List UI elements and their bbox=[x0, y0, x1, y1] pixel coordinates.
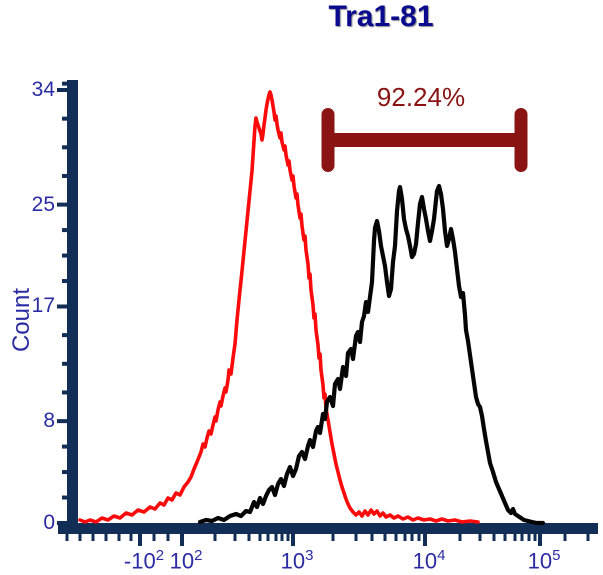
x-axis-line bbox=[58, 523, 598, 534]
x-minor-tick bbox=[533, 527, 537, 541]
x-minor-tick bbox=[586, 527, 590, 541]
y-major-tick bbox=[57, 304, 78, 309]
x-minor-tick bbox=[370, 527, 374, 541]
gate-percentage-label: 92.24% bbox=[376, 82, 466, 112]
x-minor-tick bbox=[403, 527, 407, 541]
x-minor-tick bbox=[166, 527, 170, 541]
x-tick-base: 10 bbox=[280, 548, 306, 574]
y-minor-tick bbox=[62, 444, 78, 449]
y-major-tick bbox=[57, 419, 78, 424]
x-minor-tick bbox=[410, 527, 414, 541]
x-minor-tick bbox=[213, 527, 217, 541]
x-minor-tick bbox=[513, 527, 517, 541]
x-major-tick bbox=[423, 527, 427, 546]
x-tick-label: 102 bbox=[170, 547, 203, 574]
x-minor-tick bbox=[117, 527, 121, 541]
x-minor-tick bbox=[478, 527, 482, 541]
x-minor-tick bbox=[354, 527, 358, 541]
y-tick-label: 0 bbox=[43, 511, 55, 534]
x-minor-tick bbox=[280, 527, 284, 541]
x-tick-base: -10 bbox=[123, 548, 156, 574]
y-major-tick bbox=[57, 87, 78, 92]
x-minor-tick bbox=[394, 527, 398, 541]
y-tick-label: 34 bbox=[31, 77, 55, 101]
x-minor-tick bbox=[65, 527, 69, 541]
x-tick-label: 103 bbox=[281, 547, 314, 574]
x-tick-base: 10 bbox=[169, 548, 195, 574]
x-tick-exponent: 2 bbox=[155, 547, 165, 564]
y-minor-tick bbox=[62, 228, 78, 233]
x-tick-label: -102 bbox=[124, 547, 164, 574]
y-minor-tick bbox=[62, 333, 78, 338]
y-tick-label: 8 bbox=[43, 409, 55, 433]
x-tick-exponent: 3 bbox=[305, 547, 314, 564]
x-minor-tick bbox=[78, 527, 82, 541]
y-minor-tick bbox=[62, 279, 78, 284]
y-minor-tick bbox=[62, 253, 78, 258]
x-tick-label: 105 bbox=[528, 547, 561, 574]
y-minor-tick bbox=[62, 81, 78, 86]
x-tick-base: 10 bbox=[527, 548, 553, 574]
gate-left-cap[interactable] bbox=[321, 108, 335, 172]
x-major-tick bbox=[138, 527, 142, 546]
red-histogram-curve bbox=[78, 90, 480, 524]
x-minor-tick bbox=[233, 527, 237, 541]
x-tick-base: 10 bbox=[412, 548, 438, 574]
x-minor-tick bbox=[129, 527, 133, 541]
y-minor-tick bbox=[62, 361, 78, 366]
x-major-tick bbox=[180, 527, 184, 546]
x-minor-tick bbox=[152, 527, 156, 541]
x-minor-tick bbox=[247, 527, 251, 541]
x-minor-tick bbox=[258, 527, 262, 541]
x-minor-tick bbox=[417, 527, 421, 541]
y-minor-tick bbox=[62, 145, 78, 150]
y-minor-tick bbox=[62, 495, 78, 500]
y-major-tick bbox=[57, 202, 78, 207]
x-minor-tick bbox=[458, 527, 462, 541]
y-minor-tick bbox=[62, 173, 78, 178]
x-tick-exponent: 2 bbox=[194, 547, 203, 564]
x-tick-exponent: 4 bbox=[437, 547, 446, 564]
y-minor-tick bbox=[62, 470, 78, 475]
x-minor-tick bbox=[104, 527, 108, 541]
x-minor-tick bbox=[520, 527, 524, 541]
x-minor-tick bbox=[274, 527, 278, 541]
x-minor-tick bbox=[492, 527, 496, 541]
x-minor-tick bbox=[266, 527, 270, 541]
x-minor-tick bbox=[91, 527, 95, 541]
y-tick-label: 17 bbox=[31, 294, 55, 318]
x-minor-tick bbox=[331, 527, 335, 541]
gate-bar[interactable] bbox=[328, 133, 521, 147]
y-minor-tick bbox=[62, 390, 78, 395]
x-minor-tick bbox=[527, 527, 531, 541]
x-tick-exponent: 5 bbox=[552, 547, 561, 564]
gate-right-cap[interactable] bbox=[514, 108, 528, 172]
y-major-tick bbox=[57, 521, 78, 525]
x-tick-label: 104 bbox=[413, 547, 446, 574]
black-histogram-curve bbox=[197, 183, 546, 526]
x-minor-tick bbox=[383, 527, 387, 541]
x-minor-tick bbox=[563, 527, 567, 541]
x-minor-tick bbox=[286, 527, 290, 541]
chart-title: Tra1-81 bbox=[328, 0, 434, 33]
y-tick-label: 25 bbox=[31, 192, 55, 216]
x-minor-tick bbox=[503, 527, 507, 541]
x-major-tick bbox=[538, 527, 542, 546]
y-minor-tick bbox=[62, 116, 78, 121]
x-major-tick bbox=[291, 527, 295, 546]
